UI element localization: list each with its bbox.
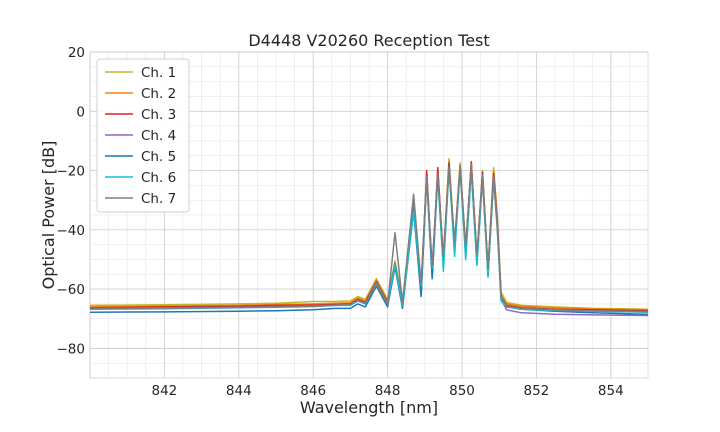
x-tick-label: 854 [598, 383, 624, 399]
y-tick-labels: −80 −60 −40 −20 0 20 [57, 45, 86, 357]
legend-label: Ch. 7 [141, 191, 176, 207]
legend-label: Ch. 1 [141, 65, 176, 81]
x-tick-label: 852 [524, 383, 550, 399]
y-tick-label: 0 [76, 104, 85, 120]
legend-label: Ch. 2 [141, 86, 176, 102]
y-tick-label: −60 [57, 282, 86, 298]
x-tick-label: 848 [375, 383, 401, 399]
x-tick-label: 844 [226, 383, 252, 399]
series-lines [89, 157, 649, 317]
legend-label: Ch. 3 [141, 107, 176, 123]
series-line-ch-7 [89, 163, 649, 313]
y-tick-label: −20 [57, 164, 86, 180]
y-axis-label: Optical Power [dB] [39, 141, 58, 290]
x-axis-label: Wavelength [nm] [300, 398, 438, 417]
y-tick-label: 20 [68, 45, 85, 61]
x-tick-labels: 842 844 846 848 850 852 854 [152, 383, 624, 399]
chart-title: D4448 V20260 Reception Test [248, 31, 489, 50]
y-tick-label: −80 [57, 341, 86, 357]
x-tick-label: 842 [152, 383, 178, 399]
legend-label: Ch. 6 [141, 170, 176, 186]
y-tick-label: −40 [57, 223, 86, 239]
legend-label: Ch. 5 [141, 149, 176, 165]
legend-label: Ch. 4 [141, 128, 176, 144]
legend: Ch. 1 Ch. 2 Ch. 3 Ch. 4 Ch. 5 Ch. 6 Ch. 7 [96, 58, 190, 213]
legend-box [96, 58, 190, 213]
x-tick-label: 846 [300, 383, 326, 399]
x-tick-label: 850 [449, 383, 475, 399]
